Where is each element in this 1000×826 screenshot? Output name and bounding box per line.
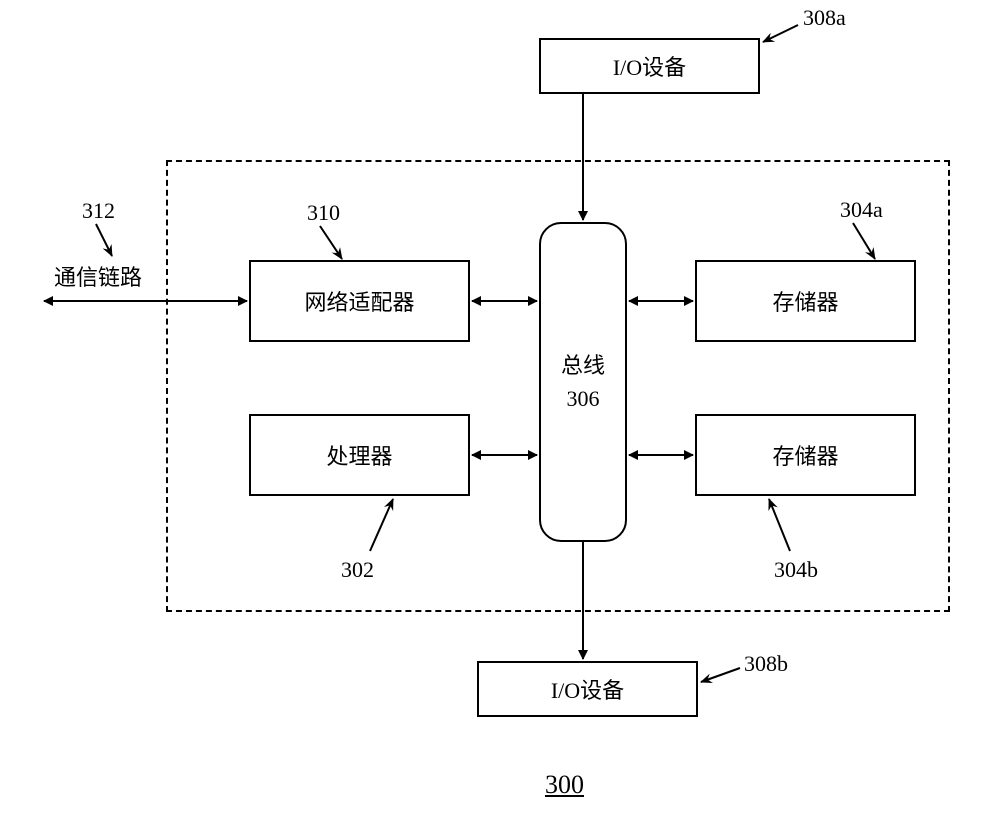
callout-304a: 304a (840, 197, 883, 223)
io-device-top: I/O设备 (539, 38, 760, 94)
callout-302: 302 (341, 557, 374, 583)
bus-number: 306 (567, 382, 600, 415)
leader-312 (96, 224, 112, 256)
processor: 处理器 (249, 414, 470, 496)
comm-link-label: 通信链路 (54, 260, 142, 292)
bus: 总线 306 (539, 222, 627, 542)
network-adapter: 网络适配器 (249, 260, 470, 342)
leader-308b (701, 668, 740, 682)
memory-b: 存储器 (695, 414, 916, 496)
leader-308a (763, 25, 798, 42)
memory-a-label: 存储器 (772, 285, 838, 317)
network-adapter-label: 网络适配器 (304, 285, 414, 317)
processor-label: 处理器 (326, 439, 392, 471)
callout-304b: 304b (774, 557, 818, 583)
memory-a: 存储器 (695, 260, 916, 342)
io-device-bottom-label: I/O设备 (551, 673, 624, 705)
io-device-bottom: I/O设备 (477, 661, 698, 717)
callout-310: 310 (307, 200, 340, 226)
callout-312: 312 (82, 198, 115, 224)
callout-308a: 308a (803, 5, 846, 31)
bus-label: 总线 (561, 349, 605, 382)
io-device-top-label: I/O设备 (613, 50, 686, 82)
memory-b-label: 存储器 (772, 439, 838, 471)
figure-number: 300 (545, 770, 584, 800)
callout-308b: 308b (744, 651, 788, 677)
